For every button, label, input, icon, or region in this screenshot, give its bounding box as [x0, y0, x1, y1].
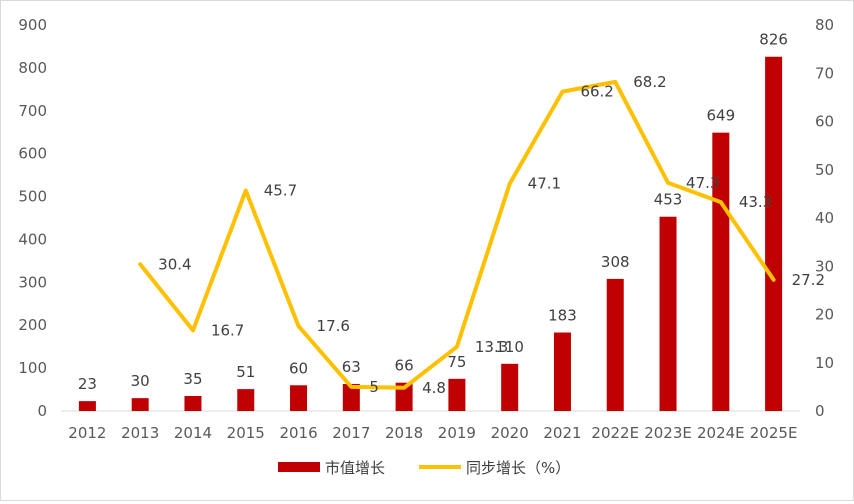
x-tick-label: 2014 — [174, 424, 212, 442]
y-left-tick-label: 400 — [18, 230, 47, 248]
x-tick-label: 2018 — [385, 424, 423, 442]
y-right-tick-label: 30 — [815, 257, 834, 275]
bar-value-label: 826 — [759, 31, 788, 49]
x-tick-label: 2025E — [750, 424, 798, 442]
line-value-label: 4.8 — [422, 379, 446, 397]
line-value-label: 17.6 — [317, 317, 350, 335]
bar-value-label: 23 — [78, 375, 97, 393]
bar — [131, 398, 149, 411]
y-right-tick-label: 60 — [815, 113, 834, 131]
y-right-tick-label: 20 — [815, 306, 834, 324]
bar-value-label: 649 — [707, 107, 736, 125]
bar-value-label: 60 — [289, 359, 308, 377]
bar-value-label: 30 — [131, 372, 150, 390]
line-value-label: 13.3 — [475, 338, 508, 356]
bar-value-label: 453 — [654, 191, 683, 209]
bar — [501, 363, 519, 411]
x-tick-label: 2020 — [491, 424, 529, 442]
x-tick-label: 2015 — [227, 424, 265, 442]
legend: 市值增长 同步增长（%） — [278, 459, 570, 477]
bar-value-label: 308 — [601, 253, 630, 271]
bar — [659, 216, 677, 411]
y-right-tick-label: 70 — [815, 64, 834, 82]
line-value-label: 66.2 — [580, 83, 613, 101]
bar-value-label: 75 — [447, 353, 466, 371]
y-left-tick-label: 100 — [18, 359, 47, 377]
x-tick-label: 2017 — [332, 424, 370, 442]
bar — [553, 332, 571, 411]
bar — [395, 382, 413, 411]
axes-layer: 0 100 200 300 400 500 600 700 800 900 0 10 20 30 40 50 6… — [18, 16, 834, 442]
line-value-label: 30.4 — [158, 255, 191, 273]
bar — [765, 56, 783, 411]
y-right-tick-label: 10 — [815, 354, 834, 372]
y-right-tick-label: 0 — [815, 402, 825, 420]
line-value-label: 47.1 — [528, 175, 561, 193]
bar-value-label: 110 — [495, 338, 524, 356]
legend-swatch-bar — [278, 462, 320, 472]
x-tick-label: 2019 — [438, 424, 476, 442]
bar-value-label: 35 — [183, 370, 202, 388]
bar — [184, 395, 202, 411]
x-tick-label: 2013 — [121, 424, 159, 442]
line-value-label: 16.7 — [211, 321, 244, 339]
bar-value-label: 66 — [395, 357, 414, 375]
x-tick-label: 2021 — [543, 424, 581, 442]
y-left-tick-label: 800 — [18, 59, 47, 77]
legend-label-bar: 市值增长 — [325, 459, 385, 477]
line-value-label: 47.3 — [686, 174, 719, 192]
x-tick-label: 2024E — [697, 424, 745, 442]
data-labels: 23 30 35 51 60 63 66 75 110 183 308 453 649 826 30.4 16… — [78, 31, 825, 397]
y-left-tick-label: 0 — [37, 402, 47, 420]
y-right-tick-label: 80 — [815, 16, 834, 34]
bar — [606, 278, 624, 411]
legend-label-line: 同步增长（%） — [466, 459, 570, 477]
x-tick-label: 2016 — [279, 424, 317, 442]
y-left-tick-label: 900 — [18, 16, 47, 34]
y-right-tick-label: 40 — [815, 209, 834, 227]
bar — [342, 383, 360, 411]
line-value-label: 68.2 — [633, 73, 666, 91]
line-series — [138, 79, 776, 390]
bar — [448, 378, 466, 411]
x-tick-label: 2023E — [644, 424, 692, 442]
y-left-tick-label: 300 — [18, 273, 47, 291]
bar-value-label: 183 — [548, 307, 577, 325]
growth-line — [138, 79, 776, 390]
line-value-label: 45.7 — [264, 181, 297, 199]
y-left-tick-label: 500 — [18, 188, 47, 206]
bar — [290, 385, 308, 411]
y-left-tick-label: 200 — [18, 316, 47, 334]
bar — [237, 389, 255, 411]
bar-value-label: 63 — [342, 358, 361, 376]
x-tick-label: 2022E — [591, 424, 639, 442]
y-left-tick-label: 700 — [18, 102, 47, 120]
x-tick-label: 2012 — [68, 424, 106, 442]
line-value-label: 5 — [369, 378, 379, 396]
bar-series — [78, 56, 783, 411]
bar — [78, 401, 96, 411]
line-value-label: 43.3 — [739, 193, 772, 211]
line-value-label: 27.2 — [792, 271, 825, 289]
bar-value-label: 51 — [236, 363, 255, 381]
y-right-tick-label: 50 — [815, 161, 834, 179]
y-left-tick-label: 600 — [18, 145, 47, 163]
